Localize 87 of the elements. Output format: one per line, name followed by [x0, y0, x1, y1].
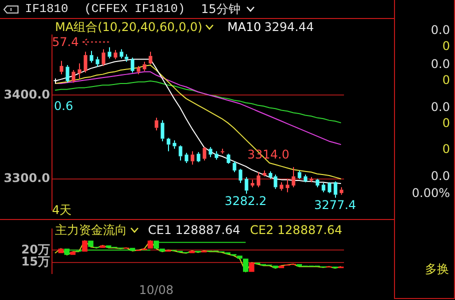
- candlestick: [160, 120, 164, 142]
- text: 0: [442, 73, 450, 87]
- candlestick: [310, 176, 314, 183]
- candlestick: [220, 148, 224, 154]
- text: 0.0: [430, 57, 450, 71]
- candlestick: [148, 51, 152, 65]
- text: MA10: [227, 20, 262, 34]
- bar: [64, 248, 70, 255]
- candlestick: [280, 182, 284, 192]
- chart-subtitle: (CFFEX IF1810): [84, 2, 186, 16]
- bar: [237, 256, 242, 259]
- candlestick: [90, 50, 94, 64]
- bar: [70, 252, 76, 255]
- text: 0.0: [430, 23, 450, 37]
- candlestick: [154, 117, 158, 131]
- text: 0.0: [430, 169, 450, 183]
- text: 3294.44: [264, 20, 314, 34]
- text: 15分钟: [201, 2, 240, 16]
- candlestick: [250, 179, 254, 188]
- candlestick: [136, 65, 140, 75]
- candlestick: [328, 182, 332, 194]
- legend-title: MA组合(10,20,40,60,0,0): [55, 20, 202, 34]
- candlestick: [292, 166, 296, 188]
- candlestick: [244, 176, 248, 194]
- annotation: 0.6: [54, 99, 74, 113]
- annotation: 3277.4: [314, 198, 356, 212]
- candlestick: [214, 150, 218, 160]
- candlestick: [232, 160, 236, 173]
- candlestick: [238, 168, 242, 184]
- candlestick: [60, 60, 64, 75]
- candlestick: [340, 186, 344, 196]
- candlestick: [166, 137, 170, 152]
- annotation: CE1 128887.64: [148, 223, 240, 237]
- y-tick-label: 15万: [21, 254, 50, 269]
- candlestick: [130, 57, 134, 74]
- candlestick: [202, 146, 206, 161]
- y-tick-label: 3400.0: [4, 87, 50, 102]
- candlestick: [124, 54, 128, 62]
- chart-title: IF1810: [25, 2, 68, 16]
- candlestick: [196, 152, 200, 163]
- annotation: 4天: [52, 203, 72, 217]
- chart-title: 主力资金流向: [55, 223, 127, 237]
- bar: [154, 240, 159, 249]
- bar: [82, 240, 88, 252]
- annotation: CE2 128887.64: [250, 223, 342, 237]
- annotation: 3282.2: [224, 194, 267, 208]
- text: 多换: [425, 262, 449, 276]
- candlestick: [72, 70, 76, 84]
- candlestick: [142, 61, 146, 72]
- candlestick: [298, 170, 302, 180]
- candlestick: [178, 144, 182, 161]
- bar: [100, 245, 106, 248]
- bar: [242, 258, 248, 272]
- bar: [248, 262, 254, 272]
- candlestick: [66, 64, 70, 84]
- candlestick: [322, 182, 326, 193]
- candlestick: [120, 48, 124, 59]
- bar: [148, 240, 154, 249]
- candlestick: [256, 172, 260, 188]
- candlestick: [84, 51, 88, 74]
- bar: [88, 240, 94, 247]
- text: 0.00%: [412, 186, 450, 200]
- text: 0: [442, 39, 450, 53]
- annotation: 57.4: [52, 35, 79, 49]
- candlestick: [208, 146, 212, 158]
- bar: [272, 266, 278, 268]
- candlestick: [108, 46, 112, 59]
- candlestick: [286, 178, 290, 193]
- candlestick: [262, 170, 266, 177]
- candlestick: [184, 152, 188, 164]
- bar: [278, 266, 284, 268]
- bar: [130, 248, 136, 251]
- candlestick: [114, 50, 118, 60]
- bar: [160, 248, 165, 252]
- x-tick-label: 10/08: [138, 282, 174, 297]
- candlestick: [334, 180, 338, 198]
- candlestick: [304, 174, 308, 183]
- y-tick-label: 20万: [21, 242, 50, 256]
- text: 0: [442, 116, 450, 130]
- bar: [58, 248, 64, 254]
- text: 0.0: [430, 100, 450, 114]
- candlestick: [78, 62, 82, 79]
- candlestick: [102, 48, 106, 66]
- candlestick: [172, 140, 176, 150]
- y-tick-label: 3300.0: [4, 170, 50, 185]
- text: 0: [442, 142, 450, 156]
- candlestick: [96, 56, 100, 68]
